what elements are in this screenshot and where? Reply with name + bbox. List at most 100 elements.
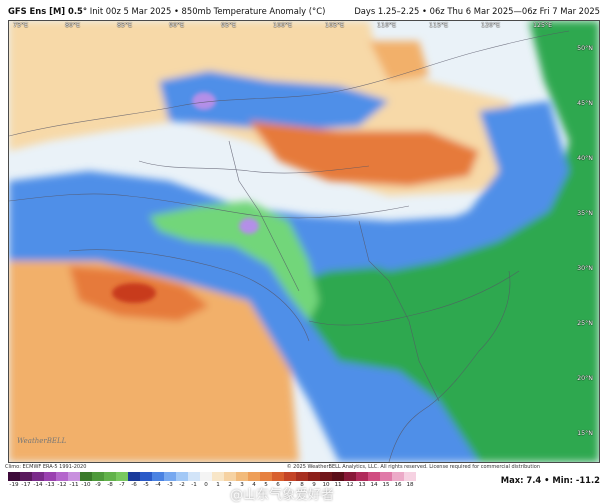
colorbar-tick: -13: [45, 482, 55, 488]
colorbar-swatch: [392, 472, 404, 481]
colorbar-swatch: [128, 472, 140, 481]
colorbar-tick: -4: [155, 482, 161, 488]
coastline: [388, 270, 511, 462]
valid-period: Days 1.25–2.25 • 06z Thu 6 Mar 2025—06z …: [354, 6, 600, 16]
colorbar-tick: 11: [334, 482, 342, 488]
colorbar-swatch: [260, 472, 272, 481]
colorbar-swatch: [284, 472, 296, 481]
latitude-label: 50°N: [577, 45, 593, 52]
colorbar-swatch: [176, 472, 188, 481]
colorbar-tick: 18: [406, 482, 414, 488]
cool-anomaly-north: [159, 71, 389, 131]
colorbar-tick: 4: [252, 482, 256, 488]
colorbar-tick: -14: [33, 482, 43, 488]
longitude-label: 85°E: [117, 22, 133, 29]
longitude-label: 80°E: [65, 22, 81, 29]
colorbar-swatch: [356, 472, 368, 481]
extreme-cold-core-north: [192, 92, 216, 110]
colorbar-tick: 0: [204, 482, 208, 488]
weatherbell-logo: WeatherBELL: [17, 437, 67, 445]
field-name: 850mb Temperature Anomaly (°C): [181, 6, 326, 16]
max-min-readout: Max: 7.4 • Min: -11.2: [500, 475, 600, 485]
colorbar-tick: -7: [119, 482, 125, 488]
colorbar-swatch: [80, 472, 92, 481]
latitude-label: 30°N: [577, 265, 593, 272]
latitude-label: 45°N: [577, 100, 593, 107]
longitude-label: 90°E: [169, 22, 185, 29]
longitude-label: 105°E: [325, 22, 345, 29]
colorbar-swatch: [68, 472, 80, 481]
colorbar-swatch: [332, 472, 344, 481]
weibo-watermark: @山东气象爱好者: [230, 488, 335, 503]
colorbar-ticks: -19 -17 -14 -13 -12 -11 -10 -9 -8 -7 -6 -5 -4 -3 -2 -1 0…: [8, 482, 416, 490]
colorbar-swatch: [296, 472, 308, 481]
colorbar-tick: 15: [382, 482, 390, 488]
colorbar-tick: 1: [216, 482, 220, 488]
colorbar-tick: 14: [370, 482, 378, 488]
colorbar-tick: 3: [240, 482, 244, 488]
colorbar-swatch: [272, 472, 284, 481]
colorbar-tick: 2: [228, 482, 232, 488]
colorbar-tick: -11: [69, 482, 79, 488]
colorbar-swatch: [404, 472, 416, 481]
colorbar-swatch: [320, 472, 332, 481]
border-line-4: [308, 270, 520, 326]
colorbar-tick: 8: [300, 482, 304, 488]
colorbar-swatch: [104, 472, 116, 481]
colorbar-tick: -2: [179, 482, 185, 488]
colorbar-tick: -8: [107, 482, 113, 488]
colorbar-tick: 16: [394, 482, 402, 488]
colorbar-tick: -9: [95, 482, 101, 488]
longitude-label: 95°E: [221, 22, 237, 29]
colorbar-swatch: [188, 472, 200, 481]
colorbar-swatch: [8, 472, 20, 481]
border-line-3: [68, 249, 310, 342]
colorbar-tick: -17: [21, 482, 31, 488]
colorbar-swatch: [152, 472, 164, 481]
border-line-2: [9, 193, 410, 219]
colorbar-swatch: [368, 472, 380, 481]
border-line-1: [9, 30, 570, 137]
warm-anomaly-inner-north: [249, 121, 479, 186]
colorbar-tick: 10: [322, 482, 330, 488]
map-canvas: [9, 21, 599, 462]
colorbar-swatch: [116, 472, 128, 481]
latitude-label: 20°N: [577, 375, 593, 382]
colorbar-tick: 6: [276, 482, 280, 488]
colorbar-tick: -5: [143, 482, 149, 488]
colorbar-swatch: [92, 472, 104, 481]
max-value: Max: 7.4: [500, 475, 542, 485]
border-line-6: [228, 140, 300, 292]
climatology-note: Climo: ECMWF ERA-5 1991-2020: [5, 464, 87, 470]
hot-core-southwest: [112, 283, 156, 303]
min-value: Min: -11.2: [552, 475, 600, 485]
warm-anomaly-south: [369, 41, 429, 81]
latitude-label: 35°N: [577, 210, 593, 217]
longitude-label: 115°E: [429, 22, 449, 29]
cold-anomaly-east: [299, 21, 599, 462]
copyright-note: © 2025 WeatherBELL Analytics, LLC. All r…: [286, 464, 540, 470]
colorbar-tick: -19: [9, 482, 19, 488]
colorbar-swatch: [236, 472, 248, 481]
longitude-label: 120°E: [481, 22, 501, 29]
colorbar-tick: -1: [191, 482, 197, 488]
anomaly-map: 75°E 80°E 85°E 90°E 95°E 100°E 105°E 110°E 115°E…: [8, 20, 600, 463]
latitude-label: 40°N: [577, 155, 593, 162]
colorbar-swatch: [32, 472, 44, 481]
map-header: GFS Ens [M] 0.5° Init 00z 5 Mar 2025 • 8…: [0, 0, 608, 20]
longitude-label: 125°E: [533, 22, 553, 29]
blue-band-east: [359, 101, 569, 271]
colorbar-swatch: [164, 472, 176, 481]
colorbar-swatch: [140, 472, 152, 481]
colorbar-tick: 9: [312, 482, 316, 488]
colorbar-tick: 7: [288, 482, 292, 488]
border-line-5: [358, 220, 440, 402]
colorbar-swatch: [308, 472, 320, 481]
colorbar-swatch: [20, 472, 32, 481]
init-time: Init 00z 5 Mar 2025: [89, 6, 172, 16]
colorbar-tick: 13: [358, 482, 366, 488]
model-name: GFS Ens [M] 0.5°: [8, 6, 88, 16]
colorbar: [8, 472, 416, 481]
longitude-label: 100°E: [273, 22, 293, 29]
header-title: GFS Ens [M] 0.5° Init 00z 5 Mar 2025 • 8…: [8, 6, 326, 16]
